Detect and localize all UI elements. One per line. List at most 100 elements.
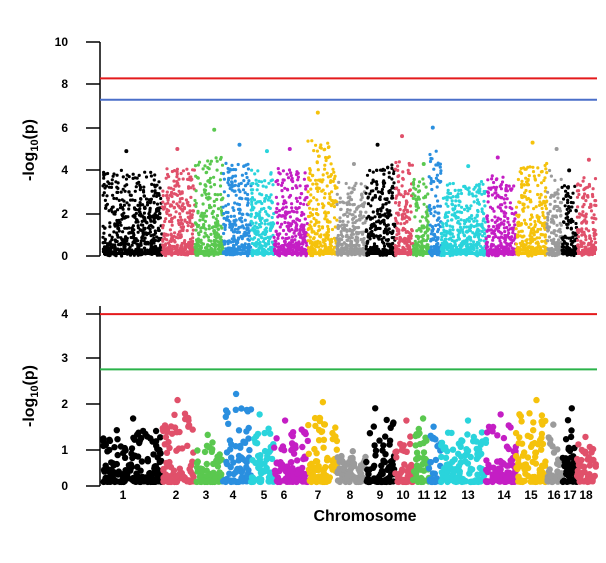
snp-band — [366, 251, 395, 255]
snp-point — [326, 237, 330, 241]
snp-point — [280, 189, 284, 193]
snp-point — [202, 211, 207, 215]
snp-point — [396, 180, 401, 184]
snp-point — [283, 220, 287, 225]
snp-point — [539, 170, 544, 174]
snp-point — [358, 247, 362, 251]
snp-point — [390, 242, 394, 246]
snp-point — [215, 197, 219, 202]
snp-point — [260, 201, 264, 206]
snp-point — [117, 198, 121, 202]
snp-point — [193, 242, 197, 246]
snp-point — [241, 457, 249, 464]
snp-point — [453, 211, 457, 215]
snp-point — [526, 165, 530, 169]
snp-point — [252, 229, 256, 233]
snp-point — [112, 196, 116, 200]
snp-point — [377, 215, 382, 219]
snp-point — [330, 190, 334, 194]
snp-point — [514, 205, 519, 209]
snp-point — [490, 193, 494, 197]
snp-point — [428, 159, 433, 164]
snp-band — [429, 251, 441, 255]
snp-point — [521, 248, 525, 252]
snp-point — [376, 235, 380, 239]
snp-point — [448, 224, 452, 228]
snp-point — [176, 181, 180, 185]
snp-point — [575, 189, 580, 193]
snp-point — [416, 206, 420, 210]
snp-point — [420, 234, 424, 238]
snp-point — [324, 236, 328, 240]
snp-point — [336, 233, 340, 238]
snp-point — [255, 464, 262, 471]
snp-point — [384, 202, 388, 206]
snp-point — [465, 242, 470, 246]
snp-point — [189, 195, 193, 199]
snp-point — [241, 439, 249, 446]
snp-point — [527, 174, 531, 178]
snp-point — [499, 183, 503, 187]
snp-point — [203, 219, 207, 223]
snp-point — [170, 244, 174, 248]
snp-point — [307, 202, 311, 206]
snp-point — [492, 209, 496, 213]
y-tick-label: 1 — [61, 443, 68, 457]
peak-point — [530, 140, 535, 145]
snp-point — [255, 240, 259, 244]
snp-point — [261, 184, 265, 188]
snp-point — [198, 182, 202, 186]
snp-point — [264, 194, 268, 198]
peak-point — [554, 147, 559, 151]
snp-point — [413, 239, 417, 243]
snp-point — [536, 183, 540, 188]
snp-point — [315, 149, 319, 153]
snp-point — [527, 225, 531, 229]
snp-point — [583, 192, 587, 196]
snp-point — [139, 239, 143, 243]
snp-point — [307, 249, 311, 253]
snp-point — [183, 218, 187, 222]
snp-point — [359, 230, 363, 234]
snp-point — [478, 232, 482, 236]
snp-point — [542, 221, 546, 225]
snp-point — [594, 240, 598, 245]
snp-point — [151, 225, 155, 229]
snp-point — [518, 234, 522, 238]
snp-point — [102, 182, 106, 187]
snp-point — [303, 217, 307, 221]
snp-point — [444, 211, 448, 215]
snp-point — [237, 230, 241, 234]
snp-point — [340, 238, 344, 242]
snp-point — [155, 194, 159, 198]
snp-point — [253, 172, 257, 176]
snp-point — [431, 227, 435, 231]
snp-point — [291, 179, 295, 184]
snp-point — [570, 205, 574, 209]
snp-point — [437, 223, 441, 227]
snp-point — [300, 223, 304, 227]
snp-point — [457, 231, 462, 235]
snp-point — [490, 231, 494, 235]
snp-point — [394, 201, 398, 205]
snp-point — [249, 188, 253, 192]
snp-point — [165, 208, 169, 212]
snp-point — [264, 229, 268, 233]
snp-point — [258, 210, 262, 214]
snp-point — [529, 222, 533, 226]
snp-point — [108, 221, 112, 225]
snp-point — [185, 167, 189, 171]
snp-point — [397, 160, 401, 164]
snp-point — [549, 174, 554, 178]
snp-point — [564, 194, 568, 198]
chromosome-10-points — [393, 134, 415, 257]
snp-point — [231, 206, 235, 210]
snp-point — [232, 406, 239, 413]
snp-point — [279, 214, 283, 218]
snp-point — [544, 207, 549, 211]
chromosome-15-points — [514, 140, 549, 258]
snp-point — [314, 182, 318, 186]
snp-point — [475, 213, 479, 217]
